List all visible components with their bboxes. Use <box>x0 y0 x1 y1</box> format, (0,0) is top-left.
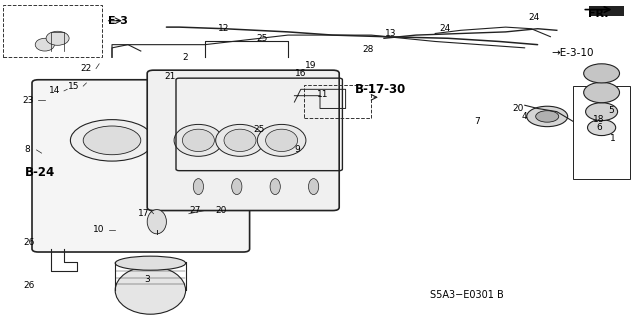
Text: S5A3−E0301 B: S5A3−E0301 B <box>430 290 504 300</box>
Ellipse shape <box>586 103 618 121</box>
Ellipse shape <box>193 179 204 195</box>
Text: 27: 27 <box>189 206 201 215</box>
Text: B-24: B-24 <box>24 166 55 179</box>
Ellipse shape <box>266 129 298 152</box>
Text: 26: 26 <box>23 238 35 247</box>
Text: 26: 26 <box>23 281 35 290</box>
Bar <box>573 86 630 179</box>
FancyBboxPatch shape <box>147 70 339 211</box>
Ellipse shape <box>216 124 264 156</box>
Text: 17: 17 <box>138 209 150 218</box>
FancyBboxPatch shape <box>32 80 250 252</box>
Text: E-3: E-3 <box>108 16 129 26</box>
Ellipse shape <box>270 179 280 195</box>
Text: 10: 10 <box>93 225 105 234</box>
Text: 24: 24 <box>529 13 540 22</box>
Text: 16: 16 <box>295 69 307 78</box>
Text: 3: 3 <box>145 275 150 284</box>
Text: 28: 28 <box>362 45 374 54</box>
Text: FR.: FR. <box>588 9 609 19</box>
Text: 11: 11 <box>317 90 329 99</box>
Ellipse shape <box>308 179 319 195</box>
Text: 1: 1 <box>611 134 616 143</box>
Text: 8: 8 <box>24 145 29 154</box>
Ellipse shape <box>527 106 568 127</box>
Text: 9: 9 <box>295 145 300 154</box>
Text: →E-3-10: →E-3-10 <box>552 48 594 58</box>
Text: 25: 25 <box>253 125 265 134</box>
Text: 6: 6 <box>597 123 602 132</box>
Ellipse shape <box>70 120 154 161</box>
Bar <box>3 5 102 57</box>
Ellipse shape <box>115 256 186 270</box>
Ellipse shape <box>536 111 559 122</box>
Text: 19: 19 <box>305 61 316 70</box>
Text: 18: 18 <box>593 115 604 124</box>
Text: 4: 4 <box>522 112 527 121</box>
Ellipse shape <box>584 64 620 83</box>
Text: 24: 24 <box>439 24 451 33</box>
Ellipse shape <box>224 129 256 152</box>
Text: B-17-30: B-17-30 <box>355 83 406 96</box>
Text: 25: 25 <box>257 34 268 43</box>
Text: 21: 21 <box>164 72 175 81</box>
Ellipse shape <box>588 120 616 136</box>
Bar <box>589 6 624 16</box>
Ellipse shape <box>584 82 620 103</box>
Text: 5: 5 <box>609 106 614 115</box>
Ellipse shape <box>257 124 306 156</box>
Ellipse shape <box>83 126 141 155</box>
Text: 12: 12 <box>218 24 230 33</box>
Text: 15: 15 <box>68 82 79 91</box>
Text: 7: 7 <box>474 117 479 126</box>
Text: 20: 20 <box>215 206 227 215</box>
Text: 2: 2 <box>183 53 188 62</box>
Text: 22: 22 <box>81 64 92 73</box>
Ellipse shape <box>35 38 54 51</box>
Ellipse shape <box>232 179 242 195</box>
Ellipse shape <box>115 266 186 314</box>
Text: 20: 20 <box>513 104 524 113</box>
Bar <box>304 85 371 118</box>
Ellipse shape <box>174 124 223 156</box>
Text: 13: 13 <box>385 29 396 38</box>
Ellipse shape <box>147 210 166 234</box>
Text: 14: 14 <box>49 86 60 95</box>
Ellipse shape <box>182 129 214 152</box>
Text: 23: 23 <box>22 96 34 105</box>
Ellipse shape <box>46 31 69 45</box>
